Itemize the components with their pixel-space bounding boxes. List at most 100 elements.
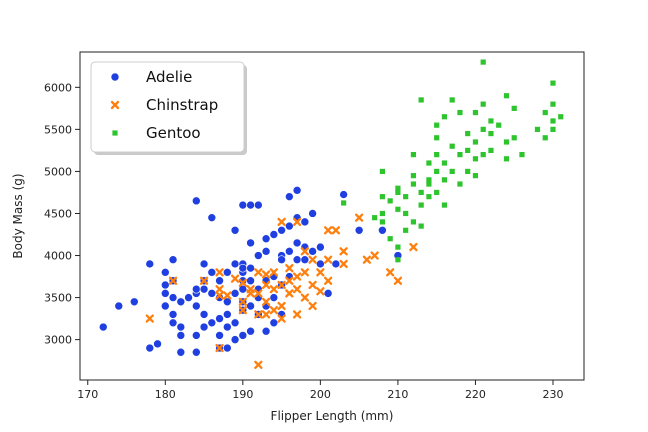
gentoo-point (496, 122, 502, 128)
chinstrap-point (238, 297, 247, 306)
gentoo-point (441, 160, 448, 166)
gentoo-point (558, 114, 564, 120)
chinstrap-point (215, 268, 224, 277)
adelie-point (192, 301, 201, 311)
adelie-point (269, 293, 279, 302)
chinstrap-point (339, 247, 348, 256)
adelie-point (254, 200, 263, 210)
adelie-point (215, 276, 224, 286)
y-tick-label: 4500 (44, 207, 72, 220)
gentoo-point (434, 168, 440, 175)
chinstrap-point (215, 285, 224, 294)
chinstrap-point (308, 280, 317, 290)
adelie-point (207, 268, 217, 277)
adelie-point (199, 310, 209, 319)
chinstrap-point (323, 226, 333, 235)
gentoo-point (542, 109, 548, 116)
adelie-point (230, 335, 240, 344)
gentoo-point (403, 194, 409, 200)
legend-label-adelie: Adelie (146, 68, 192, 86)
gentoo-point (395, 244, 401, 250)
adelie-point (176, 331, 186, 340)
gentoo-point (403, 227, 409, 233)
adelie-point (230, 289, 240, 298)
chinstrap-point (292, 272, 302, 281)
gentoo-point (395, 206, 401, 212)
chinstrap-point (323, 276, 333, 285)
gentoo-point (418, 223, 424, 229)
adelie-point (176, 297, 186, 307)
adelie-point (207, 213, 217, 222)
adelie-point (160, 280, 170, 290)
chinstrap-point (323, 255, 333, 264)
chinstrap-point (354, 213, 364, 222)
adelie-point (308, 247, 317, 256)
adelie-point (292, 186, 302, 195)
gentoo-point (395, 257, 401, 263)
adelie-point (199, 284, 209, 294)
x-axis-label: Flipper Length (mm) (271, 409, 394, 423)
adelie-point (160, 268, 170, 277)
gentoo-point (457, 109, 463, 116)
gentoo-point (403, 210, 409, 217)
adelie-point (246, 238, 255, 248)
y-tick-label: 5000 (44, 165, 72, 178)
points-layer (98, 59, 564, 370)
adelie-point (378, 225, 387, 235)
chinstrap-point (277, 280, 286, 290)
adelie-point (300, 255, 310, 265)
legend-marker-chinstrap (110, 100, 120, 110)
gentoo-point (550, 126, 556, 132)
gentoo-point (410, 152, 417, 158)
gentoo-point (441, 177, 448, 183)
adelie-point (145, 259, 155, 269)
gentoo-point (395, 189, 401, 196)
gentoo-point (379, 210, 385, 217)
gentoo-point (379, 168, 385, 175)
chinstrap-point (393, 276, 403, 285)
adelie-point (246, 326, 255, 336)
gentoo-point (418, 97, 424, 103)
chinstrap-point (300, 268, 310, 277)
legend-box (90, 61, 245, 153)
chinstrap-point (285, 276, 294, 285)
chinstrap-point (362, 255, 372, 264)
adelie-point (168, 255, 178, 265)
gentoo-point (465, 130, 471, 137)
gentoo-point (372, 215, 378, 221)
adelie-point (192, 196, 201, 206)
gentoo-point (480, 101, 486, 107)
adelie-point (285, 247, 294, 256)
x-tick-label: 210 (387, 388, 408, 401)
gentoo-point (426, 160, 432, 166)
adelie-point (238, 331, 248, 340)
adelie-point (230, 259, 240, 269)
adelie-point (254, 251, 263, 260)
adelie-point (261, 326, 271, 336)
chinstrap-point (254, 360, 263, 370)
chinstrap-point (316, 287, 325, 296)
gentoo-point (534, 126, 541, 132)
gentoo-point (488, 130, 494, 137)
chinstrap-point (246, 289, 255, 298)
chinstrap-point (254, 289, 263, 298)
adelie-point (246, 276, 255, 286)
adelie-point (339, 190, 348, 199)
x-tick-label: 170 (77, 388, 98, 401)
gentoo-point (434, 135, 440, 141)
chinstrap-point (254, 310, 263, 319)
adelie-point (192, 331, 201, 340)
chinstrap-point (238, 278, 247, 288)
adelie-point (316, 259, 325, 269)
adelie-point (223, 297, 232, 307)
y-tick-label: 5500 (44, 123, 72, 136)
chinstrap-point (261, 310, 271, 319)
gentoo-point (426, 194, 432, 200)
chinstrap-point (145, 314, 154, 323)
gentoo-point (426, 177, 432, 183)
adelie-point (300, 217, 310, 227)
gentoo-point (426, 181, 432, 187)
adelie-point (199, 259, 209, 269)
chinstrap-point (285, 289, 294, 298)
